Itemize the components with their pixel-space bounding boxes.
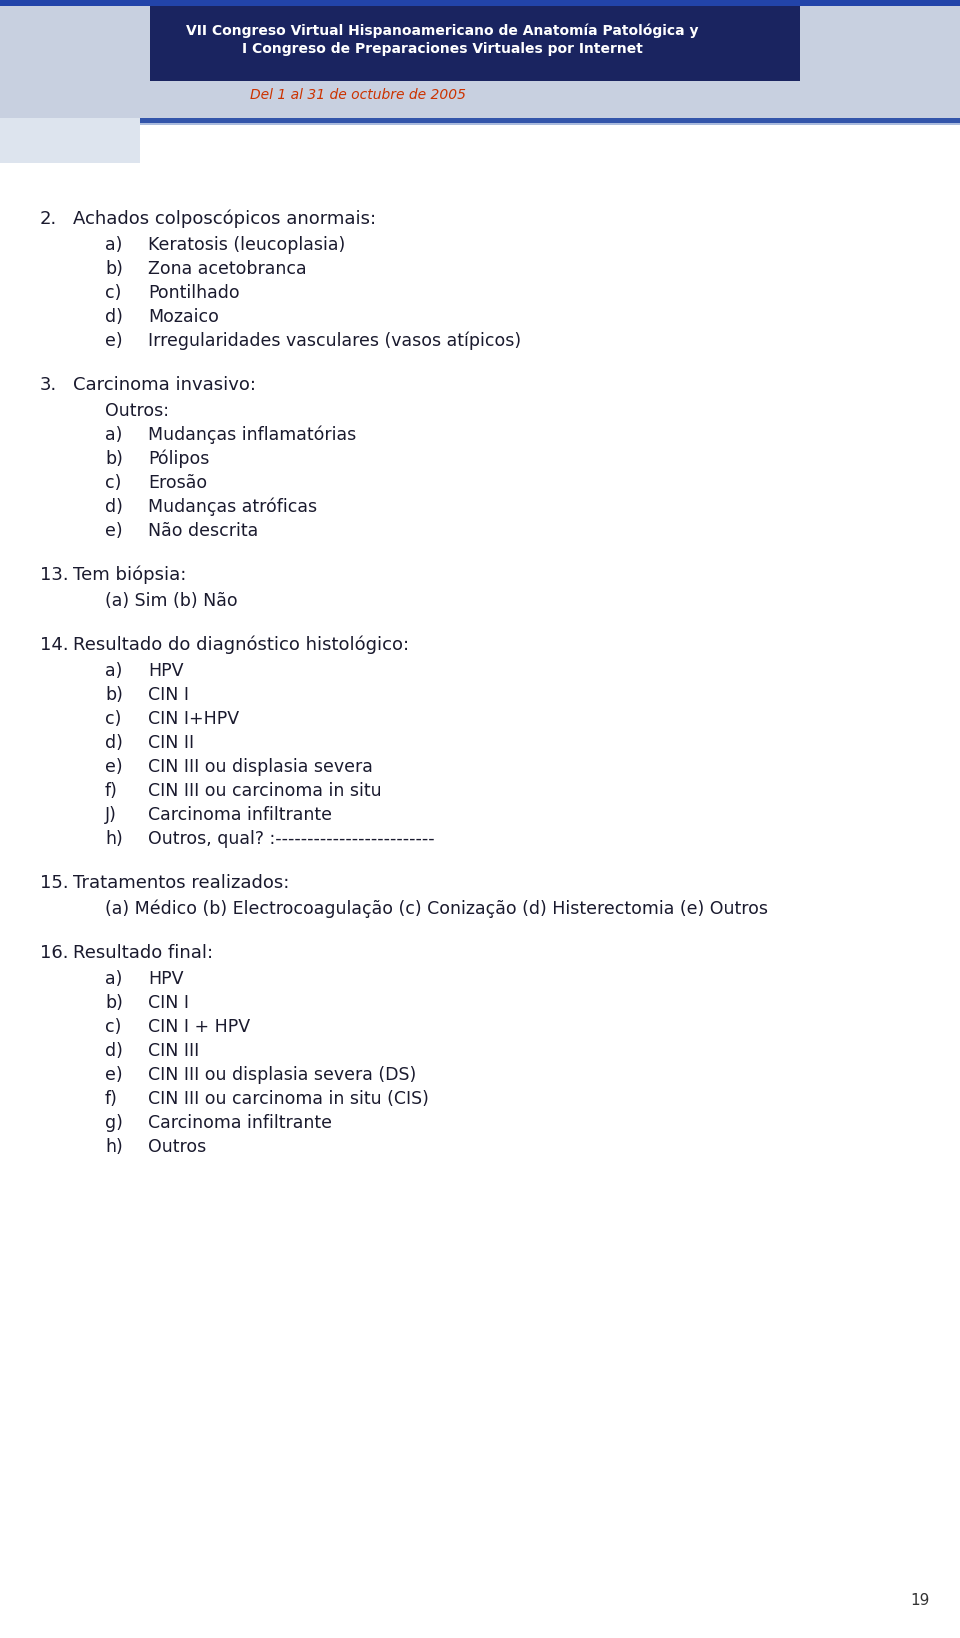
Text: f): f) xyxy=(105,1089,118,1107)
Text: d): d) xyxy=(105,734,123,752)
Text: HPV: HPV xyxy=(148,970,183,988)
Text: b): b) xyxy=(105,686,123,704)
Text: Del 1 al 31 de octubre de 2005: Del 1 al 31 de octubre de 2005 xyxy=(250,88,466,102)
Bar xyxy=(0,123,960,124)
Text: 3.: 3. xyxy=(40,377,58,395)
Text: e): e) xyxy=(105,333,123,351)
Text: HPV: HPV xyxy=(148,662,183,680)
Text: Tratamentos realizados:: Tratamentos realizados: xyxy=(73,875,289,893)
Text: CIN I+HPV: CIN I+HPV xyxy=(148,709,239,727)
Text: Pontilhado: Pontilhado xyxy=(148,283,240,301)
Text: a): a) xyxy=(105,662,122,680)
Text: CIN III ou displasia severa: CIN III ou displasia severa xyxy=(148,758,372,776)
Text: c): c) xyxy=(105,283,121,301)
Text: CIN II: CIN II xyxy=(148,734,194,752)
Bar xyxy=(0,0,960,118)
Text: a): a) xyxy=(105,970,122,988)
Text: I Congreso de Preparaciones Virtuales por Internet: I Congreso de Preparaciones Virtuales po… xyxy=(242,43,643,56)
Text: h): h) xyxy=(105,830,123,848)
Text: Pólipos: Pólipos xyxy=(148,450,209,468)
Text: CIN III ou carcinoma in situ (CIS): CIN III ou carcinoma in situ (CIS) xyxy=(148,1089,429,1107)
Text: Resultado do diagnóstico histológico:: Resultado do diagnóstico histológico: xyxy=(73,636,409,655)
Text: Erosão: Erosão xyxy=(148,473,207,491)
Text: Mudanças atróficas: Mudanças atróficas xyxy=(148,498,317,516)
Bar xyxy=(0,118,960,123)
Text: 13.: 13. xyxy=(40,567,68,585)
Text: Mozaico: Mozaico xyxy=(148,308,219,326)
Text: f): f) xyxy=(105,781,118,799)
Text: Resultado final:: Resultado final: xyxy=(73,943,213,962)
Text: b): b) xyxy=(105,260,123,278)
Bar xyxy=(0,0,960,7)
Text: g): g) xyxy=(105,1114,123,1132)
Text: Carcinoma infiltrante: Carcinoma infiltrante xyxy=(148,1114,332,1132)
Text: CIN III: CIN III xyxy=(148,1042,200,1060)
Text: Keratosis (leucoplasia): Keratosis (leucoplasia) xyxy=(148,236,346,254)
Text: CIN III ou carcinoma in situ: CIN III ou carcinoma in situ xyxy=(148,781,382,799)
Text: Tem biópsia:: Tem biópsia: xyxy=(73,567,186,585)
Text: e): e) xyxy=(105,1066,123,1084)
Text: Outros: Outros xyxy=(148,1138,206,1156)
Text: 15.: 15. xyxy=(40,875,68,893)
Text: d): d) xyxy=(105,1042,123,1060)
Text: Irregularidades vasculares (vasos atípicos): Irregularidades vasculares (vasos atípic… xyxy=(148,333,521,351)
Text: e): e) xyxy=(105,758,123,776)
Text: 2.: 2. xyxy=(40,210,58,228)
Bar xyxy=(150,7,800,80)
Text: a): a) xyxy=(105,426,122,444)
Text: c): c) xyxy=(105,709,121,727)
Text: 16.: 16. xyxy=(40,943,68,962)
Text: VII Congreso Virtual Hispanoamericano de Anatomía Patológica y: VII Congreso Virtual Hispanoamericano de… xyxy=(186,25,699,39)
Text: d): d) xyxy=(105,498,123,516)
Text: c): c) xyxy=(105,1017,121,1035)
Text: Achados colposcópicos anormais:: Achados colposcópicos anormais: xyxy=(73,210,376,228)
Text: d): d) xyxy=(105,308,123,326)
Text: CIN I: CIN I xyxy=(148,686,189,704)
Text: h): h) xyxy=(105,1138,123,1156)
Text: (a) Sim (b) Não: (a) Sim (b) Não xyxy=(105,591,238,609)
Text: Zona acetobranca: Zona acetobranca xyxy=(148,260,306,278)
Text: e): e) xyxy=(105,523,123,541)
Text: b): b) xyxy=(105,994,123,1012)
Bar xyxy=(0,118,140,164)
Text: a): a) xyxy=(105,236,122,254)
Text: c): c) xyxy=(105,473,121,491)
Text: CIN I: CIN I xyxy=(148,994,189,1012)
Text: J): J) xyxy=(105,806,117,824)
Text: CIN I + HPV: CIN I + HPV xyxy=(148,1017,251,1035)
Text: CIN III ou displasia severa (DS): CIN III ou displasia severa (DS) xyxy=(148,1066,417,1084)
Text: Outros, qual? :-------------------------: Outros, qual? :------------------------- xyxy=(148,830,435,848)
Text: 14.: 14. xyxy=(40,636,68,654)
Text: (a) Médico (b) Electrocoagulação (c) Conização (d) Histerectomia (e) Outros: (a) Médico (b) Electrocoagulação (c) Con… xyxy=(105,899,768,919)
Text: Carcinoma infiltrante: Carcinoma infiltrante xyxy=(148,806,332,824)
Text: Não descrita: Não descrita xyxy=(148,523,258,541)
Text: 19: 19 xyxy=(911,1594,930,1609)
Text: Carcinoma invasivo:: Carcinoma invasivo: xyxy=(73,377,256,395)
Text: Mudanças inflamatórias: Mudanças inflamatórias xyxy=(148,426,356,444)
Text: b): b) xyxy=(105,450,123,468)
Text: Outros:: Outros: xyxy=(105,401,169,419)
